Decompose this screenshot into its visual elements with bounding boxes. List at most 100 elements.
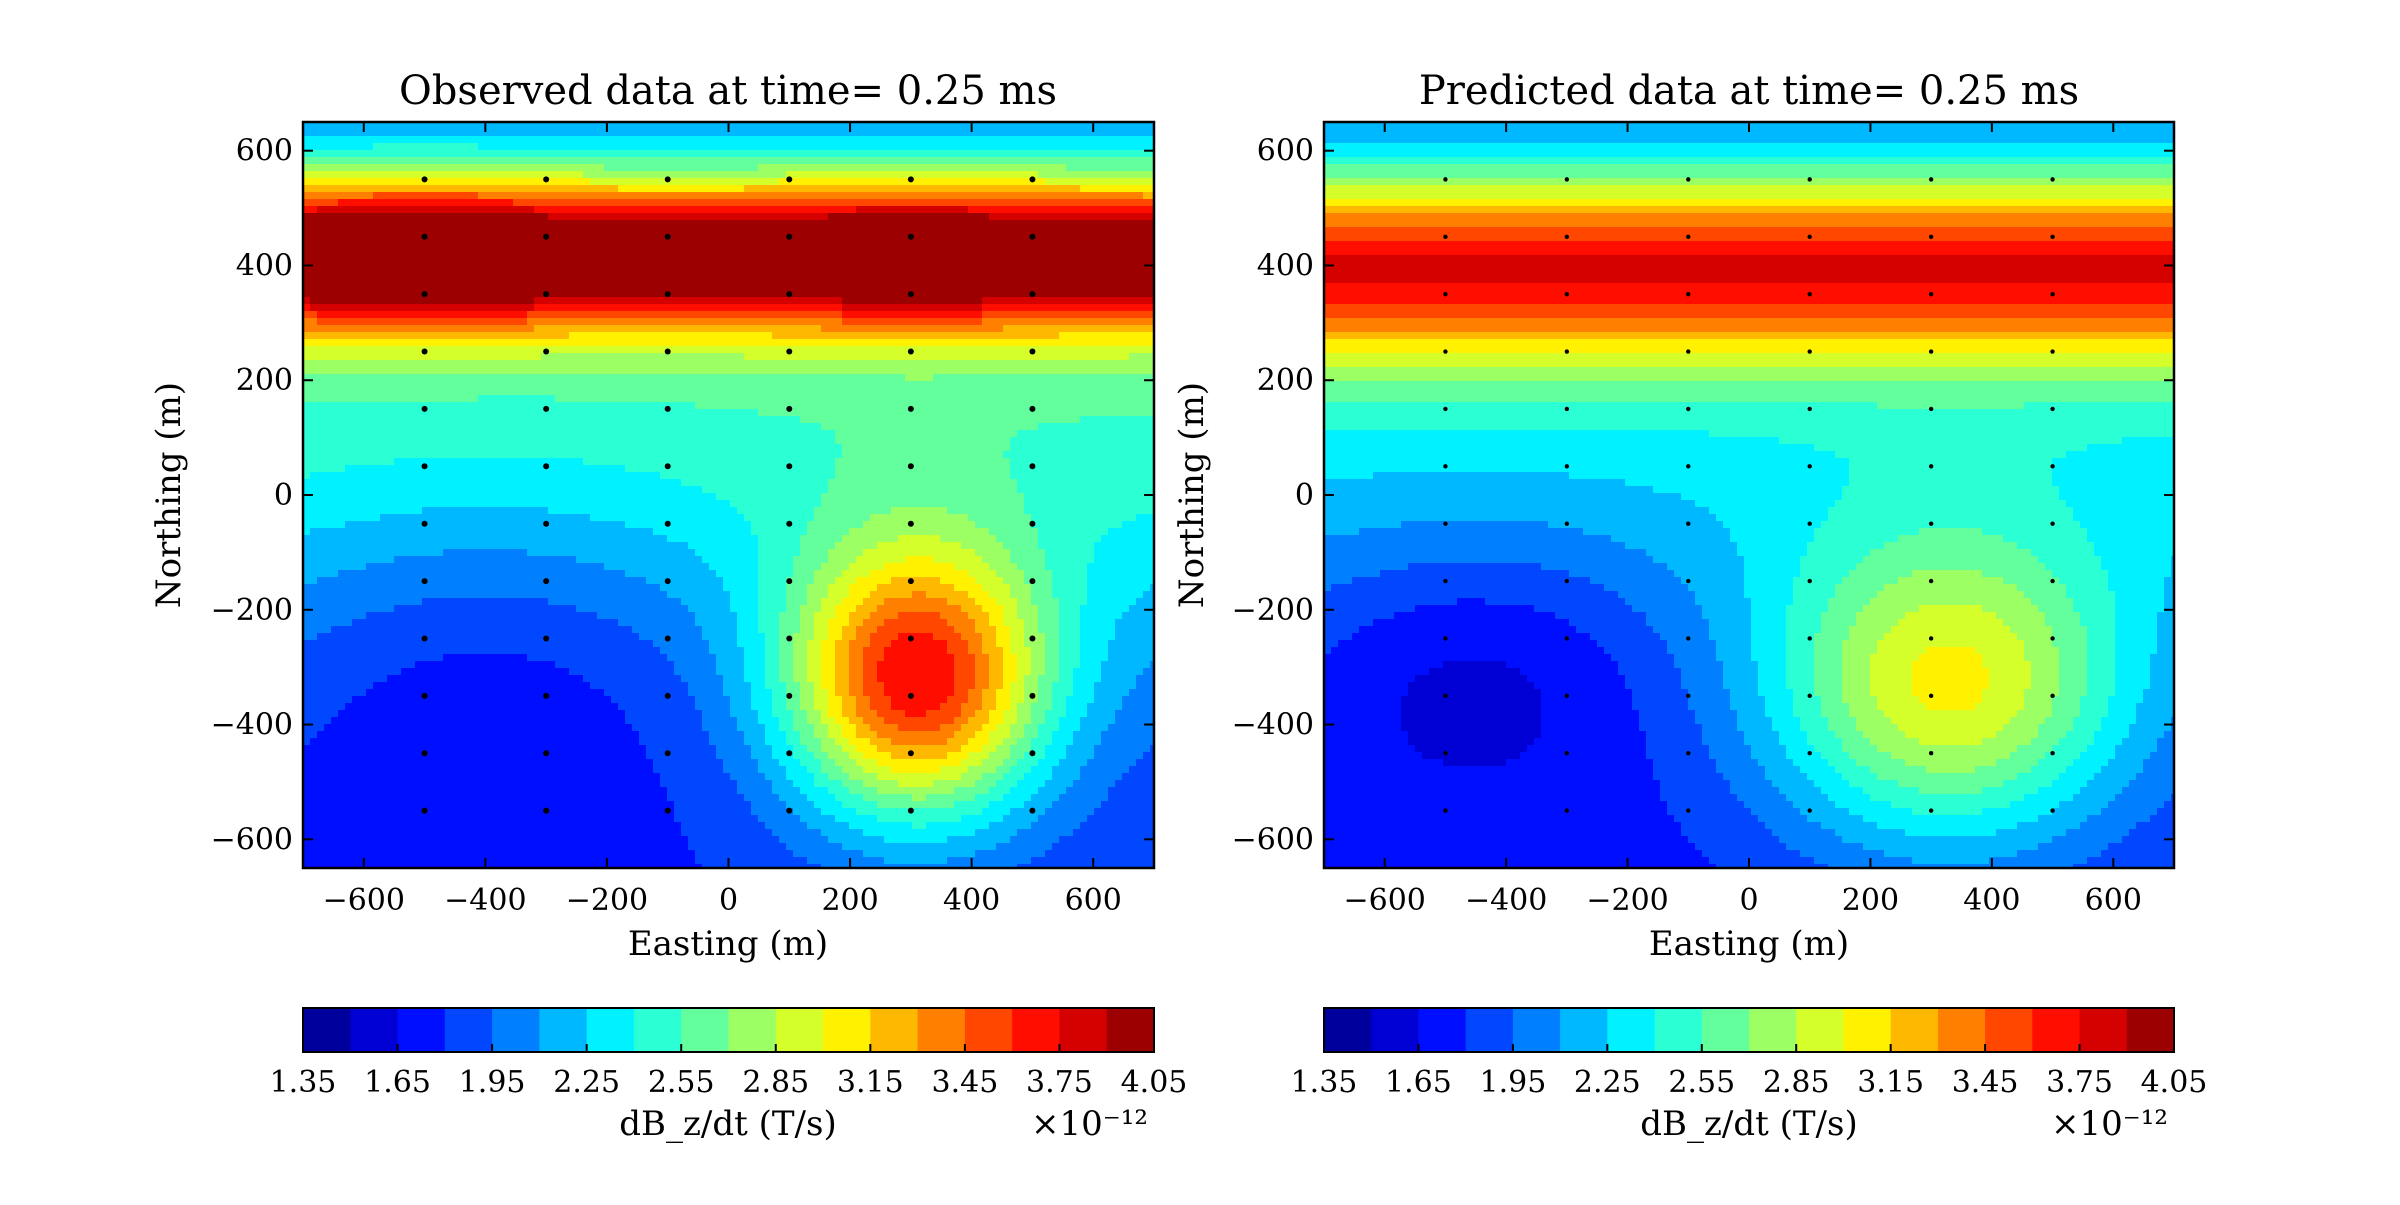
contour-cell xyxy=(1094,276,1102,284)
contour-cell xyxy=(1052,269,1060,277)
contour-cell xyxy=(1136,395,1144,403)
contour-cell xyxy=(625,164,633,172)
contour-cell xyxy=(891,129,899,137)
contour-cell xyxy=(485,234,493,242)
contour-cell xyxy=(1136,262,1144,270)
contour-cell xyxy=(961,311,969,319)
contour-cell xyxy=(352,220,360,228)
contour-cell xyxy=(891,318,899,326)
contour-cell xyxy=(555,227,563,235)
contour-cell xyxy=(394,129,402,137)
contour-cell xyxy=(1101,402,1109,410)
contour-cell xyxy=(737,262,745,270)
contour-cell xyxy=(1003,283,1011,291)
contour-cell xyxy=(800,248,808,256)
contour-cell xyxy=(1066,220,1074,228)
contour-cell xyxy=(856,339,864,347)
contour-cell xyxy=(1136,192,1144,200)
contour-cell xyxy=(1087,297,1095,305)
contour-cell xyxy=(352,129,360,137)
contour-cell xyxy=(590,325,598,333)
contour-cell xyxy=(1136,206,1144,214)
contour-cell xyxy=(814,192,822,200)
contour-cell xyxy=(548,353,556,361)
contour-cell xyxy=(1017,143,1025,151)
contour-cell xyxy=(485,220,493,228)
contour-cell xyxy=(688,283,696,291)
contour-cell xyxy=(702,395,710,403)
contour-cell xyxy=(674,255,682,263)
contour-cell xyxy=(723,388,731,396)
contour-cell xyxy=(653,332,661,340)
contour-cell xyxy=(688,346,696,354)
contour-cell xyxy=(954,381,962,389)
contour-cell xyxy=(926,304,934,312)
contour-cell xyxy=(996,262,1004,270)
contour-cell xyxy=(352,262,360,270)
contour-cell xyxy=(471,304,479,312)
contour-cell xyxy=(1073,171,1081,179)
contour-cell xyxy=(905,227,913,235)
contour-cell xyxy=(534,297,542,305)
contour-cell xyxy=(807,395,815,403)
contour-cell xyxy=(919,395,927,403)
contour-cell xyxy=(499,318,507,326)
contour-cell xyxy=(429,241,437,249)
contour-cell xyxy=(310,367,318,375)
contour-cell xyxy=(576,311,584,319)
contour-cell xyxy=(611,346,619,354)
contour-cell xyxy=(1017,171,1025,179)
contour-cell xyxy=(471,136,479,144)
contour-cell xyxy=(870,241,878,249)
contour-cell xyxy=(919,346,927,354)
contour-cell xyxy=(702,255,710,263)
contour-cell xyxy=(394,304,402,312)
contour-cell xyxy=(499,255,507,263)
contour-cell xyxy=(499,171,507,179)
contour-cell xyxy=(891,213,899,221)
contour-cell xyxy=(954,297,962,305)
contour-cell xyxy=(436,227,444,235)
contour-cell xyxy=(982,178,990,186)
contour-cell xyxy=(891,199,899,207)
contour-cell xyxy=(1143,388,1151,396)
contour-cell xyxy=(674,143,682,151)
contour-cell xyxy=(737,360,745,368)
contour-cell xyxy=(1129,241,1137,249)
contour-cell xyxy=(828,192,836,200)
contour-cell xyxy=(604,206,612,214)
contour-cell xyxy=(1038,157,1046,165)
contour-cell xyxy=(891,339,899,347)
contour-cell xyxy=(835,136,843,144)
contour-cell xyxy=(352,276,360,284)
contour-cell xyxy=(1080,171,1088,179)
contour-cell xyxy=(1129,129,1137,137)
contour-cell xyxy=(814,276,822,284)
contour-cell xyxy=(1031,255,1039,263)
contour-cell xyxy=(436,353,444,361)
contour-cell xyxy=(569,199,577,207)
contour-cell xyxy=(562,171,570,179)
contour-cell xyxy=(702,318,710,326)
contour-cell xyxy=(492,297,500,305)
contour-cell xyxy=(667,381,675,389)
contour-cell xyxy=(534,248,542,256)
contour-cell xyxy=(884,381,892,389)
contour-cell xyxy=(548,318,556,326)
contour-cell xyxy=(485,318,493,326)
contour-cell xyxy=(443,143,451,151)
contour-cell xyxy=(366,241,374,249)
contour-cell xyxy=(569,360,577,368)
contour-cell xyxy=(1101,388,1109,396)
contour-cell xyxy=(359,311,367,319)
contour-cell xyxy=(520,402,528,410)
contour-cell xyxy=(590,227,598,235)
contour-cell xyxy=(709,248,717,256)
contour-cell xyxy=(576,388,584,396)
contour-cell xyxy=(905,304,913,312)
contour-cell xyxy=(1038,395,1046,403)
contour-cell xyxy=(821,353,829,361)
contour-cell xyxy=(1108,269,1116,277)
contour-cell xyxy=(478,136,486,144)
contour-cell xyxy=(317,255,325,263)
